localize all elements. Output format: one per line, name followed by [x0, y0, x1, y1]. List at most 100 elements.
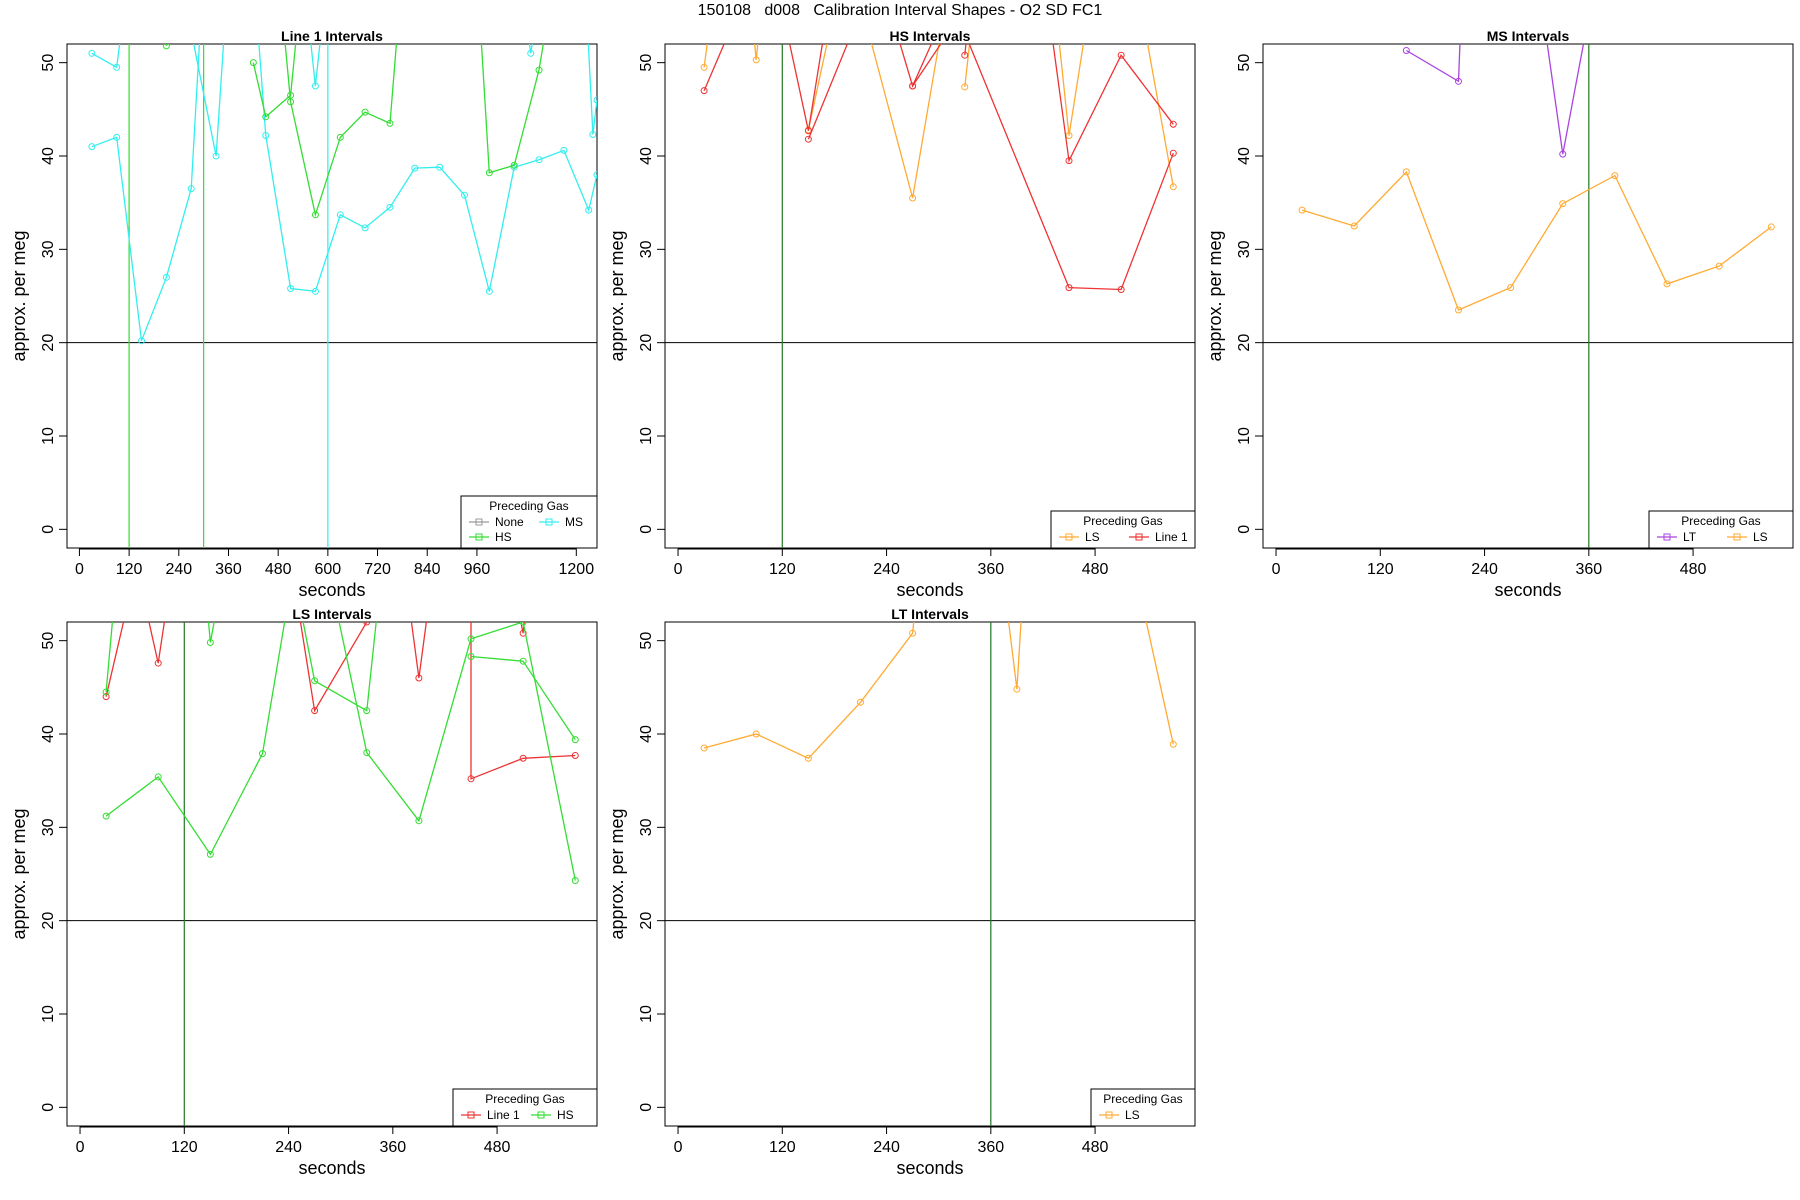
- y-tick-label: 40: [40, 147, 57, 165]
- series-line-lt: [1406, 44, 1461, 83]
- panel-title: Line 1 Intervals: [281, 28, 383, 44]
- data-point: [102, 688, 110, 696]
- legend-title: Preceding Gas: [1103, 1092, 1182, 1106]
- data-point: [909, 82, 917, 90]
- chart-panel-2: HS Intervals 0 120 240 360 480 seconds 0 10 20 30 4…: [607, 28, 1196, 600]
- y-axis-label: approx. per meg: [9, 230, 29, 361]
- y-tick-label: 40: [1236, 147, 1253, 165]
- data-point: [154, 773, 162, 781]
- data-point: [804, 135, 812, 143]
- data-point: [585, 206, 593, 214]
- data-point: [386, 203, 394, 211]
- x-tick-label: 360: [1575, 561, 1602, 578]
- figure-title: 150108 d008 Calibration Interval Shapes …: [697, 2, 1103, 19]
- data-point: [519, 629, 527, 637]
- x-tick-label: 720: [364, 561, 391, 578]
- x-tick-label: 360: [215, 561, 242, 578]
- data-point: [1169, 149, 1177, 157]
- data-point: [311, 287, 319, 295]
- legend-box: [1090, 1088, 1196, 1127]
- legend-title: Preceding Gas: [1681, 514, 1760, 528]
- series-line-ls: [754, 44, 759, 60]
- series-group: [88, 44, 597, 345]
- series-group: [700, 44, 1177, 293]
- series-group: [700, 622, 1177, 762]
- data-point: [415, 817, 423, 825]
- series-line-ls: [1301, 170, 1772, 311]
- data-point: [162, 44, 170, 50]
- series-line-ms: [528, 44, 533, 54]
- data-point: [909, 629, 917, 637]
- legend-entry-label: HS: [557, 1108, 574, 1122]
- legend-swatch-marker: [475, 533, 483, 541]
- series-line-line-1: [105, 622, 125, 697]
- legend-swatch-marker: [1105, 1111, 1113, 1119]
- data-point: [336, 211, 344, 219]
- y-tick-label: 10: [40, 427, 57, 445]
- legend-entry-label: Line 1: [487, 1108, 520, 1122]
- x-axis-label: seconds: [298, 580, 365, 600]
- chart-panel-4: LS Intervals 0 120 240 360 480 seconds 0 10 20 30 4…: [9, 606, 598, 1178]
- data-point: [1402, 168, 1410, 176]
- series-line-ms: [193, 44, 225, 157]
- x-tick-label: 480: [1082, 561, 1109, 578]
- x-tick-label: 960: [464, 561, 491, 578]
- x-tick-label: 0: [674, 1139, 683, 1156]
- panel-title: MS Intervals: [1487, 28, 1570, 44]
- series-line-hs: [284, 44, 398, 218]
- series-line-hs: [105, 622, 286, 856]
- y-tick-label: 10: [638, 1005, 655, 1023]
- series-line-ms: [91, 44, 201, 342]
- y-tick-label: 0: [638, 1103, 655, 1112]
- y-tick-label: 10: [638, 427, 655, 445]
- legend-entry-label: LS: [1085, 530, 1100, 544]
- y-axis-label: approx. per meg: [1205, 230, 1225, 361]
- data-point: [461, 191, 468, 199]
- data-point: [249, 59, 257, 67]
- data-point: [386, 119, 394, 127]
- x-tick-label: 600: [315, 561, 342, 578]
- y-tick-label: 30: [638, 240, 655, 258]
- legend-swatch-marker: [1135, 533, 1143, 541]
- data-point: [1559, 200, 1567, 208]
- data-point: [311, 677, 319, 685]
- y-tick-label: 40: [638, 147, 655, 165]
- data-point: [1715, 262, 1723, 270]
- y-axis-label: approx. per meg: [607, 230, 627, 361]
- x-tick-label: 840: [414, 561, 441, 578]
- y-tick-label: 20: [40, 334, 57, 352]
- y-tick-label: 10: [40, 1005, 57, 1023]
- data-point: [961, 51, 969, 59]
- series-group: [1298, 44, 1775, 314]
- series-line-line-1: [148, 622, 166, 664]
- series-line-ls: [964, 44, 971, 87]
- x-tick-label: 120: [769, 561, 796, 578]
- y-tick-label: 10: [1236, 427, 1253, 445]
- legend-swatch-marker: [545, 518, 553, 526]
- y-tick-label: 50: [40, 632, 57, 650]
- panel-title: LS Intervals: [292, 606, 372, 622]
- y-tick-label: 30: [40, 818, 57, 836]
- data-point: [1350, 222, 1358, 230]
- x-tick-label: 120: [1367, 561, 1394, 578]
- data-point: [287, 98, 295, 106]
- y-tick-label: 50: [638, 54, 655, 72]
- series-line-ls: [1058, 44, 1085, 136]
- series-line-line-1: [912, 44, 942, 87]
- data-point: [593, 171, 597, 179]
- y-tick-label: 50: [638, 632, 655, 650]
- data-point: [113, 63, 121, 71]
- data-point: [485, 287, 493, 295]
- series-line-lt: [1546, 44, 1585, 155]
- data-point: [88, 143, 96, 151]
- data-point: [206, 639, 214, 647]
- legend-box: [452, 1088, 598, 1127]
- legend: Preceding Gas LS Line 1: [1050, 510, 1196, 549]
- y-tick-label: 20: [40, 912, 57, 930]
- x-tick-label: 360: [977, 561, 1004, 578]
- series-line-line-1: [968, 44, 1174, 291]
- data-point: [88, 49, 96, 57]
- series-line-ls: [1008, 622, 1022, 690]
- x-tick-label: 240: [873, 561, 900, 578]
